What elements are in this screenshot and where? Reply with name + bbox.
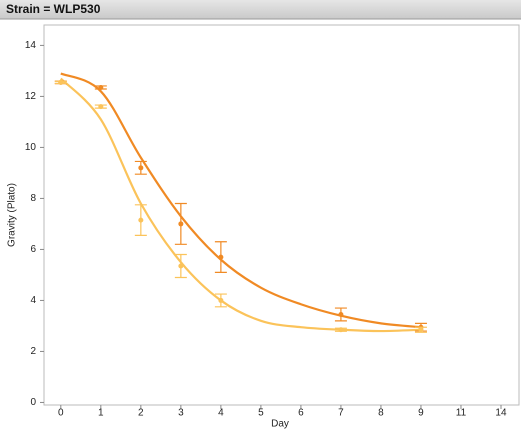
y-tick-label: 2: [30, 346, 36, 357]
y-tick-label: 0: [30, 397, 36, 408]
point: [178, 221, 184, 227]
y-tick-label: 10: [25, 142, 37, 153]
x-tick-label: 6: [298, 408, 304, 419]
point: [178, 263, 184, 269]
y-tick-label: 14: [25, 40, 37, 51]
y-tick-label: 6: [30, 244, 36, 255]
x-tick-label: 7: [338, 408, 344, 419]
point: [138, 217, 144, 223]
plot-frame: [43, 24, 520, 406]
x-tick-label: 11: [456, 408, 467, 419]
point: [338, 311, 344, 317]
y-tick-label: 8: [30, 193, 36, 204]
x-tick-label: 0: [58, 408, 64, 419]
point: [58, 79, 64, 85]
x-tick-label: 4: [218, 408, 224, 419]
fit-line: [60, 77, 421, 333]
point: [338, 327, 344, 333]
x-tick-label: 1: [98, 408, 104, 419]
point: [418, 327, 424, 333]
y-axis-title: Gravity (Plato): [7, 183, 18, 247]
fit-line: [60, 72, 422, 329]
header-title: Strain = WLP530: [6, 2, 101, 16]
x-tick-label: 14: [495, 408, 507, 419]
x-tick-label: 2: [138, 408, 144, 419]
x-tick-label: 3: [178, 408, 184, 419]
point: [138, 165, 144, 171]
x-tick-label: 5: [258, 408, 264, 419]
y-tick-label: 12: [25, 91, 37, 102]
point: [218, 254, 224, 260]
header-bar: [0, 0, 521, 19]
x-tick-label: 9: [418, 408, 424, 419]
point: [218, 297, 224, 303]
x-axis-title: Day: [271, 419, 289, 430]
point: [98, 104, 104, 110]
y-tick-label: 4: [30, 295, 36, 306]
x-tick-label: 8: [378, 408, 384, 419]
point: [98, 84, 104, 90]
